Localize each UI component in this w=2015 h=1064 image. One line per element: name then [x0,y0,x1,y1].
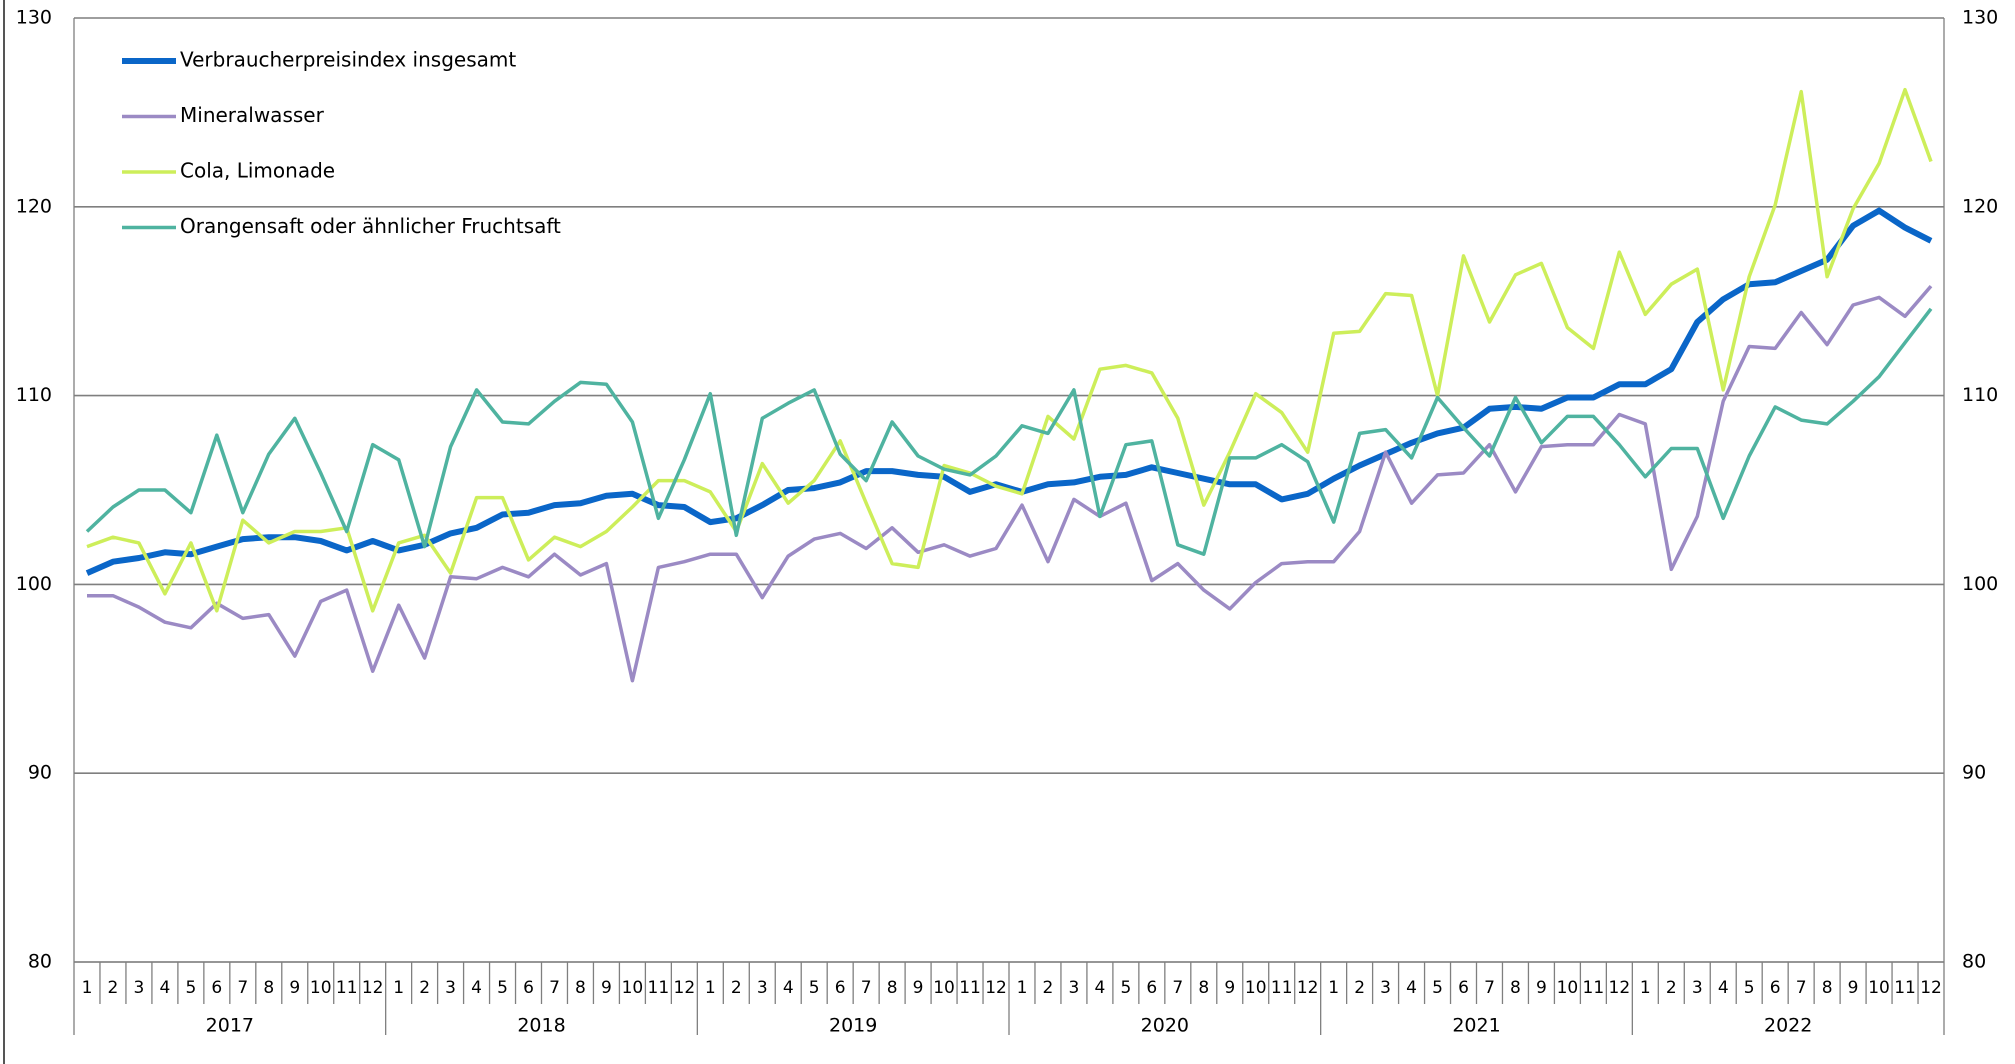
x-tick-label: 12 [1920,978,1942,998]
year-label: 2020 [1141,1015,1189,1037]
x-tick-label: 3 [757,978,768,998]
y2-tick-label: 120 [1962,195,1998,217]
x-tick-label: 6 [1458,978,1469,998]
x-tick-label: 4 [1718,978,1729,998]
x-tick-label: 9 [1224,978,1235,998]
x-tick-label: 1 [393,978,404,998]
y2-tick-label: 130 [1962,7,1998,29]
x-tick-label: 10 [933,978,955,998]
x-tick-label: 2 [731,978,742,998]
y2-tick-label: 100 [1962,573,1998,595]
x-tick-label: 10 [1245,978,1267,998]
series-line [85,307,1933,556]
x-tick-label: 1 [1328,978,1339,998]
x-tick-label: 2 [419,978,430,998]
x-tick-label: 8 [1198,978,1209,998]
y2-tick-label: 110 [1962,384,1998,406]
year-label: 2018 [517,1015,565,1037]
x-tick-label: 4 [159,978,170,998]
x-tick-label: 6 [1146,978,1157,998]
x-tick-label: 3 [134,978,145,998]
x-tick-label: 1 [705,978,716,998]
x-tick-label: 10 [310,978,332,998]
x-tick-label: 7 [1484,978,1495,998]
x-tick-label: 1 [1017,978,1028,998]
y-tick-label: 90 [28,762,52,784]
y2-tick-label: 90 [1962,762,1986,784]
legend-label: Verbraucherpreisindex insgesamt [180,48,516,72]
x-tick-label: 3 [1380,978,1391,998]
x-tick-label: 12 [674,978,696,998]
x-tick-label: 8 [1510,978,1521,998]
x-tick-label: 3 [1692,978,1703,998]
x-tick-label: 9 [289,978,300,998]
x-tick-label: 1 [82,978,93,998]
x-tick-label: 6 [835,978,846,998]
x-tick-label: 9 [1848,978,1859,998]
x-tick-label: 3 [445,978,456,998]
x-tick-label: 8 [887,978,898,998]
x-tick-label: 5 [809,978,820,998]
x-tick-label: 7 [1172,978,1183,998]
x-tick-label: 2 [1043,978,1054,998]
x-tick-label: 11 [959,978,981,998]
x-tick-label: 4 [471,978,482,998]
x-tick-label: 12 [362,978,384,998]
year-label: 2021 [1452,1015,1500,1037]
x-tick-label: 8 [1822,978,1833,998]
series-line [85,207,1933,576]
x-tick-label: 4 [1094,978,1105,998]
x-tick-label: 6 [523,978,534,998]
x-tick-label: 2 [1354,978,1365,998]
x-tick-label: 11 [1271,978,1293,998]
x-tick-label: 7 [1796,978,1807,998]
y-tick-label: 130 [16,7,52,29]
year-label: 2022 [1764,1015,1812,1037]
x-tick-label: 11 [336,978,358,998]
y-tick-label: 110 [16,384,52,406]
x-tick-label: 5 [497,978,508,998]
x-tick-label: 2 [1666,978,1677,998]
y2-tick-label: 80 [1962,951,1986,973]
x-tick-label: 12 [1297,978,1319,998]
x-tick-label: 10 [622,978,644,998]
y-tick-label: 80 [28,951,52,973]
x-tick-label: 5 [1744,978,1755,998]
legend-label: Orangensaft oder ähnlicher Fruchtsaft [180,214,561,238]
x-tick-label: 5 [1120,978,1131,998]
series-line [87,284,1933,683]
x-tick-label: 10 [1868,978,1890,998]
x-tick-label: 6 [1770,978,1781,998]
y-tick-label: 100 [16,573,52,595]
series-line [86,87,1933,613]
x-tick-label: 1 [1640,978,1651,998]
x-tick-label: 10 [1557,978,1579,998]
x-tick-label: 8 [263,978,274,998]
x-tick-label: 9 [601,978,612,998]
x-tick-label: 3 [1069,978,1080,998]
x-tick-label: 7 [861,978,872,998]
x-tick-label: 4 [783,978,794,998]
x-tick-label: 11 [1583,978,1605,998]
x-tick-label: 12 [1609,978,1631,998]
x-tick-label: 11 [648,978,670,998]
x-tick-label: 4 [1406,978,1417,998]
y-tick-label: 120 [16,195,52,217]
x-tick-label: 2 [108,978,119,998]
x-tick-label: 7 [549,978,560,998]
x-tick-label: 12 [985,978,1007,998]
legend-label: Mineralwasser [180,103,325,127]
year-label: 2017 [206,1015,254,1037]
year-label: 2019 [829,1015,877,1037]
x-tick-label: 11 [1894,978,1916,998]
x-tick-label: 8 [575,978,586,998]
x-tick-label: 5 [185,978,196,998]
x-tick-label: 7 [237,978,248,998]
legend-label: Cola, Limonade [180,159,335,183]
x-tick-label: 5 [1432,978,1443,998]
x-tick-label: 9 [913,978,924,998]
x-tick-label: 6 [211,978,222,998]
x-tick-label: 9 [1536,978,1547,998]
